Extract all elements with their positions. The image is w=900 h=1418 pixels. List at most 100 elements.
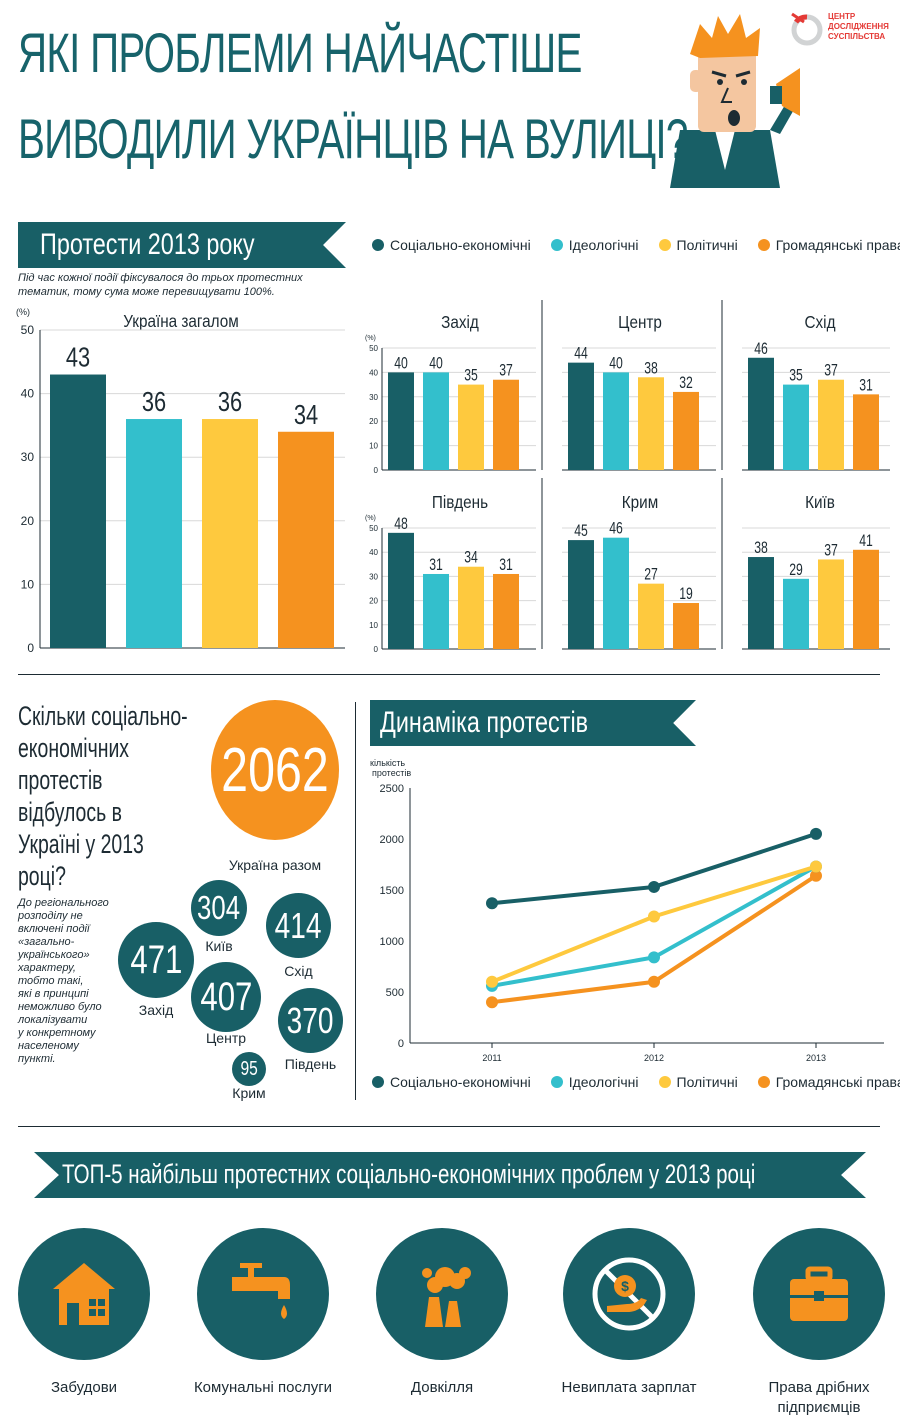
region-bar-label-group: 40 [609,355,623,373]
problem-utilities: Комунальні послуги [188,1228,338,1398]
socio-note: До регіонального розподілу не включені под… [18,897,128,1066]
legend-item-socio: Соціально-економічні [372,237,531,253]
region-bar-label: 40 [609,355,623,373]
socio-note-line: неможливо було [18,1001,102,1013]
region-bar-label-group: 29 [789,561,803,579]
line-ytick-label: 500 [386,987,404,999]
line-ytick-label: 2500 [380,783,404,795]
main-bar-label-group: 36 [142,387,166,418]
legend-label-poli: Політичні [676,237,738,253]
legend2-dot-ideo [550,1076,563,1088]
region-bar [423,573,449,649]
legend2-dot-civil [757,1076,770,1088]
region-bar [748,557,774,649]
socio-note-line: розподілу не [18,910,83,922]
region-ytick-label: 50 [369,344,378,353]
region-bar-label: 31 [499,556,513,574]
separator-2 [18,1126,880,1127]
regional-bar-charts: Захід (%) 0 10 20 30 40 50 40 40 35 37 Центр 44 40 38 32… [365,300,890,654]
protester-illustration [670,14,800,188]
problem-housing-circle [18,1228,150,1360]
region-bar-label-group: 37 [499,362,513,380]
region-ytick-label: 30 [369,393,378,402]
problem-environment-circle [376,1228,508,1360]
region-bar-label-group: 38 [644,360,658,378]
region-bar [673,603,699,649]
problem-housing-label: Забудови [50,1379,118,1396]
socio-note-line: локалізувати [18,1014,88,1026]
region-bar-label: 38 [754,539,768,557]
line-ytick-label: 1000 [380,936,404,948]
region-bubble: 414 [266,893,331,958]
region-title-group: Захід [441,312,479,332]
no-money-icon: $ [592,1257,666,1331]
line-ylabel-2: протестів [372,768,411,778]
region-bar [638,583,664,649]
region-bar-label-group: 40 [429,355,443,373]
main-ytick-label: 0 [27,641,34,655]
legend-item-poli: Політичні [658,237,738,253]
line-point [648,880,660,893]
region-bar [493,379,519,470]
ukraine-bar-chart: (%) Україна загалом 0 10 20 30 40 50 43 36 36 34 [16,307,345,655]
legend-item-civil: Громадянські права [757,237,900,253]
line-point [648,910,660,923]
region-bar-label: 46 [754,340,768,358]
region-title: Південь [432,492,488,512]
socio-question-line: Україні у 2013 [18,829,144,859]
total-value: 2062 [221,735,329,805]
region-bar-label-group: 31 [499,556,513,574]
region-title: Захід [441,312,479,332]
protests-2013-banner: Протести 2013 року [18,222,346,268]
main-bar [202,419,258,648]
legend2-item-poli: Політичні [658,1074,738,1090]
region-ytick-label: 0 [374,466,379,475]
region-ytick-label: 0 [374,645,379,654]
legend2-label-ideo: Ідеологічні [568,1074,639,1090]
top5-banner-text: ТОП-5 найбільш протестних соціально-екон… [62,1159,756,1189]
region-bar-label-group: 37 [824,542,838,560]
problem-wages-circle: $ [563,1228,695,1360]
line-point [486,996,498,1009]
main-ytick-label: 20 [21,514,35,528]
region-bar-label-group: 32 [679,374,693,392]
socio-question-line: Скільки соціально- [18,701,188,731]
legend-label-ideo: Ідеологічні [568,237,639,253]
region-bar-label: 29 [789,561,803,579]
region-bar-label: 40 [394,355,408,373]
region-bubble: 471 [118,922,194,998]
line-point [810,869,822,882]
region-bubble-value: 407 [199,974,253,1019]
dynamics-banner-text: Динаміка протестів [380,706,589,739]
socio-question-line: відбулось в [18,797,122,827]
line-ylabel-1: кількість [370,758,405,768]
socio-question: Скільки соціально-економічних протестів ві… [18,700,218,892]
region-bar [568,362,594,470]
problem-utilities-circle [197,1228,329,1360]
region-unit: (%) [365,335,376,342]
region-bar [423,372,449,470]
main-chart-title: Україна загалом [123,311,238,331]
region-bar-label: 19 [679,585,693,603]
problem-entrepreneurs: Права дрібних підприємців [744,1228,894,1418]
region-bar-label: 35 [464,367,478,385]
region-ytick-label: 40 [369,548,378,557]
region-bubble-value: 414 [275,904,322,946]
main-bar-label-group: 43 [66,342,90,373]
main-ytick-label: 40 [21,387,35,401]
region-bar-label-group: 35 [464,367,478,385]
problem-utilities-label: Комунальні послуги [193,1379,333,1396]
region-bar-label: 37 [824,542,838,560]
region-bubble-label: Київ [205,938,233,954]
region-bar [603,372,629,470]
region-bar-label-group: 40 [394,355,408,373]
problem-environment: Довкілля [367,1228,517,1398]
region-title-group: Крим [622,492,658,512]
main-ytick-label: 50 [21,323,35,337]
region-title: Центр [618,312,662,332]
legend-bottom: Соціально-економічні Ідеологічні Політич… [372,1074,900,1090]
region-bar [568,540,594,649]
logo: ЦЕНТР ДОСЛІДЖЕННЯ СУСПІЛЬСТВА [790,10,890,50]
region-bar-label-group: 38 [754,539,768,557]
